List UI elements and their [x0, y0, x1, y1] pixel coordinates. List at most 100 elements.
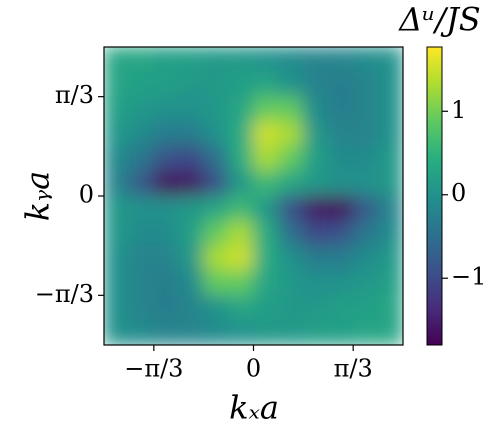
heatmap-cell [377, 47, 403, 73]
heatmap-cell [153, 270, 180, 296]
heatmap-cell [128, 319, 155, 345]
heatmap-cell [178, 47, 205, 73]
heatmap-cell [128, 170, 155, 197]
heatmap-cell [352, 121, 379, 147]
heatmap-cell [377, 319, 403, 345]
heatmap-cell [228, 145, 254, 172]
heatmap-cell [327, 170, 354, 197]
heatmap-cell [302, 96, 329, 122]
heatmap-cell [203, 195, 230, 222]
ticks: −π/3 0 π/3 −π/3 0 π/3 −1 0 1 [35, 81, 487, 382]
heatmap-cell [302, 145, 329, 172]
heatmap-cell [153, 294, 180, 321]
colorbar-tick-label: 0 [451, 179, 466, 207]
heatmap-cell [228, 96, 254, 122]
heatmap-cell [203, 145, 230, 172]
heatmap-cell [352, 270, 379, 296]
heatmap-cell [203, 170, 230, 197]
colorbar-tick-label: −1 [451, 263, 486, 291]
heatmap-cell [327, 270, 354, 296]
heatmap-cell [178, 270, 205, 296]
heatmap-cell [128, 270, 155, 296]
heatmap-cell [377, 270, 403, 296]
heatmap-cell [302, 121, 329, 147]
heatmap-cell [327, 47, 354, 73]
heatmap-cell [153, 195, 180, 222]
heatmap-cell [327, 245, 354, 271]
heatmap-cell [352, 170, 379, 197]
heatmap-cell [153, 145, 180, 172]
heatmap-area [104, 47, 403, 345]
heatmap-cell [153, 47, 180, 73]
heatmap-cell [178, 170, 205, 197]
heatmap-cell [377, 220, 403, 247]
heatmap-cell [104, 170, 130, 197]
heatmap-cell [352, 47, 379, 73]
heatmap-cell [203, 71, 230, 98]
heatmap-cell [153, 121, 180, 147]
heatmap-cell [128, 294, 155, 321]
heatmap-cell [128, 220, 155, 247]
heatmap-cell [377, 71, 403, 98]
heatmap-cell [104, 195, 130, 222]
heatmap-cell [203, 319, 230, 345]
heatmap-cell [153, 96, 180, 122]
y-tick-label: −π/3 [35, 280, 94, 308]
heatmap-cell [104, 270, 130, 296]
heatmap-cell [302, 170, 329, 197]
x-tick-label: π/3 [334, 355, 373, 383]
colorbar-tick-label: 1 [451, 96, 466, 124]
heatmap-cell [377, 121, 403, 147]
heatmap-cell [277, 220, 304, 247]
heatmap-cell [352, 145, 379, 172]
heatmap-cell [203, 47, 230, 73]
heatmap-cell [153, 245, 180, 271]
heatmap-cell [253, 71, 279, 98]
heatmap-cell [228, 121, 254, 147]
heatmap-cell [228, 270, 254, 296]
heatmap-cell [203, 270, 230, 296]
heatmap-cell [253, 195, 279, 222]
y-tick-label: 0 [79, 181, 94, 209]
heatmap-cell [128, 145, 155, 172]
heatmap-cell [302, 47, 329, 73]
heatmap-cell [277, 47, 304, 73]
heatmap-cell [178, 319, 205, 345]
heatmap-cell [203, 294, 230, 321]
colorbar [426, 46, 443, 346]
x-tick-label: −π/3 [124, 355, 183, 383]
x-tick-label: 0 [246, 355, 261, 383]
heatmap-cell [128, 96, 155, 122]
heatmap-cell [277, 195, 304, 222]
heatmap-cell [128, 245, 155, 271]
heatmap-cells [104, 47, 403, 345]
heatmap-cell [277, 170, 304, 197]
heatmap-cell [327, 220, 354, 247]
heatmap-cell [277, 145, 304, 172]
heatmap-cell [302, 270, 329, 296]
heatmap-cell [253, 47, 279, 73]
heatmap-cell [253, 319, 279, 345]
heatmap-cell [153, 71, 180, 98]
heatmap-cell [104, 145, 130, 172]
heatmap-cell [228, 294, 254, 321]
heatmap-cell [104, 245, 130, 271]
heatmap-cell [203, 121, 230, 147]
heatmap-cell [377, 145, 403, 172]
heatmap-cell [178, 121, 205, 147]
heatmap-cell [302, 319, 329, 345]
heatmap-cell [327, 319, 354, 345]
colorbar-label: Δᵘ/JS [397, 1, 480, 39]
heatmap-cell [253, 220, 279, 247]
heatmap-cell [302, 220, 329, 247]
heatmap-cell [253, 270, 279, 296]
heatmap-cell [327, 121, 354, 147]
heatmap-cell [104, 47, 130, 73]
heatmap-cell [352, 96, 379, 122]
heatmap-cell [104, 220, 130, 247]
heatmap-cell [327, 96, 354, 122]
heatmap-cell [178, 71, 205, 98]
heatmap-cell [153, 170, 180, 197]
heatmap-cell [253, 145, 279, 172]
